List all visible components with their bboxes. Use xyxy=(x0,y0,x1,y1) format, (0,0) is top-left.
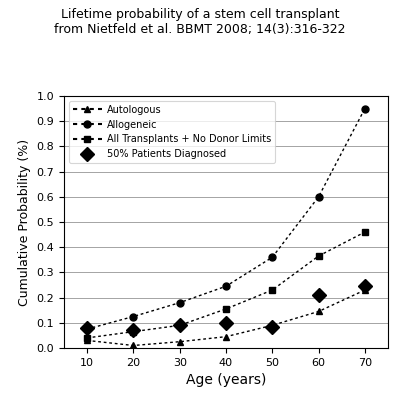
Legend: Autologous, Allogeneic, All Transplants + No Donor Limits, 50% Patients Diagnose: Autologous, Allogeneic, All Transplants … xyxy=(69,101,275,163)
X-axis label: Age (years): Age (years) xyxy=(186,373,266,387)
Text: Lifetime probability of a stem cell transplant
from Nietfeld et al. BBMT 2008; 1: Lifetime probability of a stem cell tran… xyxy=(54,8,346,36)
Y-axis label: Cumulative Probability (%): Cumulative Probability (%) xyxy=(18,138,31,306)
